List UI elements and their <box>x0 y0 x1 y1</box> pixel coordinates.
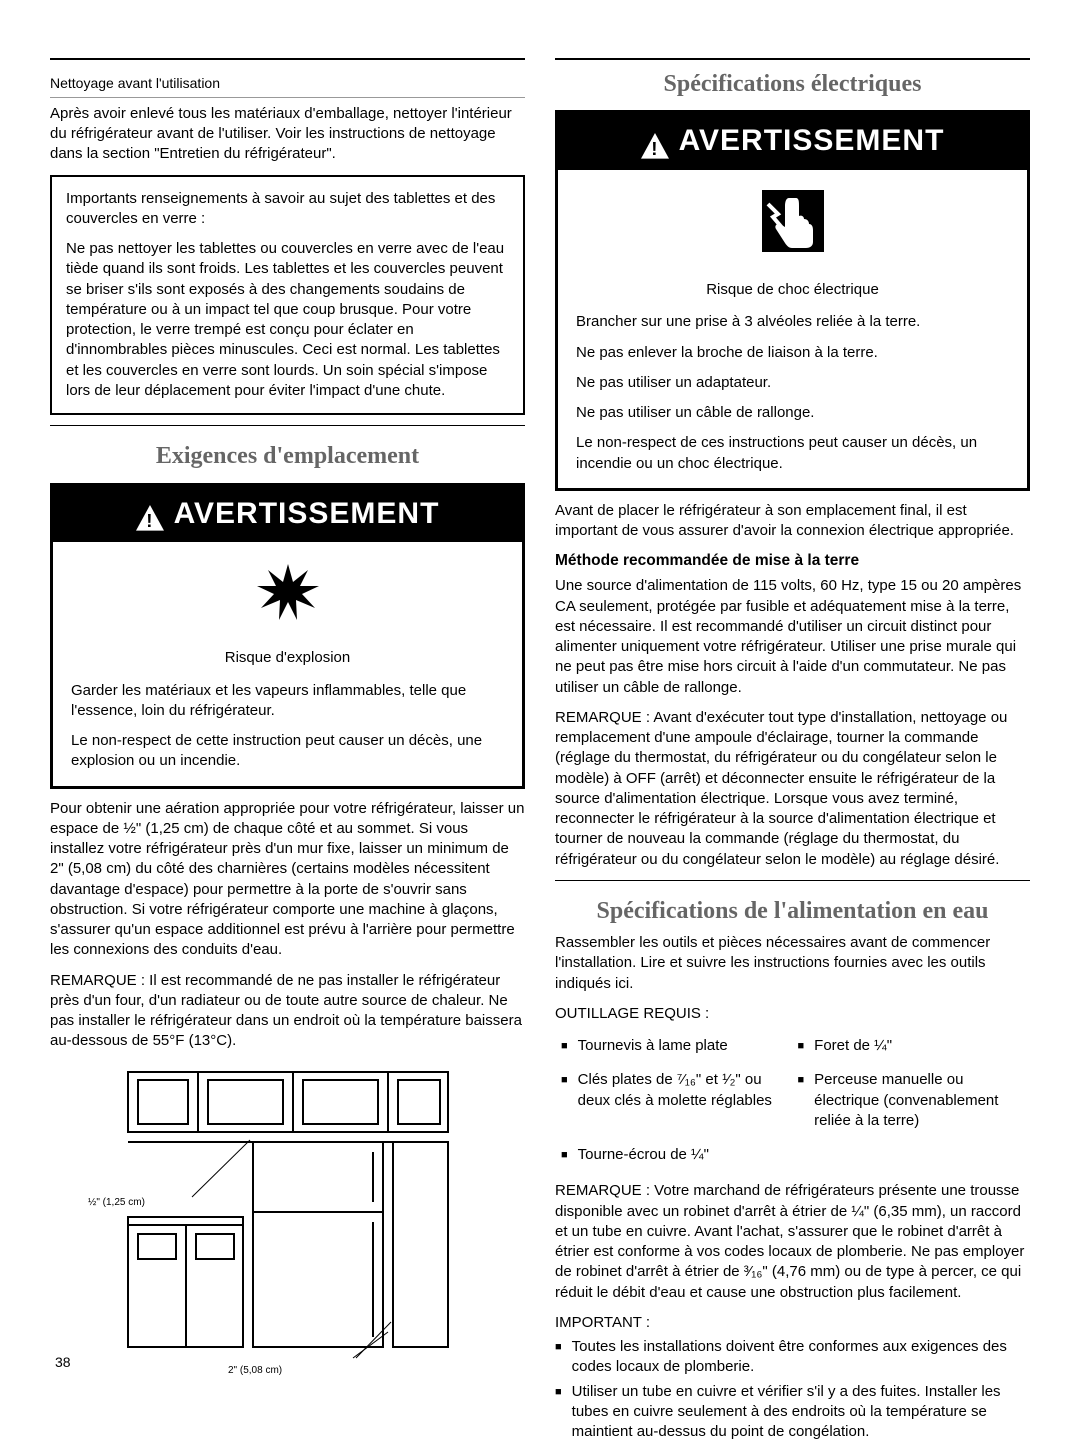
warn-line: Ne pas utiliser un adaptateur. <box>576 373 1009 393</box>
important-item: Toutes les installations doivent être co… <box>555 1337 1030 1378</box>
tools-label: OUTILLAGE REQUIS : <box>555 1004 1030 1024</box>
warning-label: AVERTISSEMENT <box>679 121 945 162</box>
rule <box>50 425 525 426</box>
electrical-heading: Spécifications électriques <box>555 68 1030 100</box>
elec-p1: Avant de placer le réfrigérateur à son e… <box>555 501 1030 542</box>
warning-body: Risque de choc électrique Brancher sur u… <box>558 280 1027 474</box>
water-p2: REMARQUE : Votre marchand de réfrigérate… <box>555 1181 1030 1303</box>
cleaning-subtitle: Nettoyage avant l'utilisation <box>50 68 525 98</box>
spacing-diagram: ½" (1,25 cm) 2" (5,08 cm) <box>50 1062 525 1368</box>
risk-line: Risque d'explosion <box>71 648 504 668</box>
warning-header: ! AVERTISSEMENT <box>558 113 1027 170</box>
warning-body: Risque d'explosion Garder les matériaux … <box>53 648 522 771</box>
warn-line: Le non-respect de ces instructions peut … <box>576 433 1009 474</box>
rule <box>555 880 1030 881</box>
right-column: Spécifications électriques ! AVERTISSEME… <box>555 50 1030 1446</box>
info-box-body: Ne pas nettoyer les tablettes ou couverc… <box>66 239 509 401</box>
tool-item: Tourne-écrou de ¼" <box>561 1145 788 1165</box>
warn-line: Ne pas enlever la broche de liaison à la… <box>576 343 1009 363</box>
rule <box>555 58 1030 60</box>
warn-line: Garder les matériaux et les vapeurs infl… <box>71 681 504 722</box>
rule <box>50 58 525 60</box>
important-item: Utiliser un tube en cuivre et vérifier s… <box>555 1382 1030 1443</box>
location-p2: REMARQUE : Il est recommandé de ne pas i… <box>50 971 525 1052</box>
warning-explosion: ! AVERTISSEMENT Risque d'explosion Garde… <box>50 483 525 789</box>
warn-line: Brancher sur une prise à 3 alvéoles reli… <box>576 312 1009 332</box>
tool-item: Tournevis à lame plate <box>561 1036 788 1056</box>
explosion-icon <box>53 542 522 640</box>
page-number: 38 <box>55 1353 71 1372</box>
elec-p2: Une source d'alimentation de 115 volts, … <box>555 576 1030 698</box>
warn-line: Ne pas utiliser un câble de rallonge. <box>576 403 1009 423</box>
risk-line: Risque de choc électrique <box>576 280 1009 300</box>
warning-label: AVERTISSEMENT <box>174 494 440 535</box>
diagram-label-bottom: 2" (5,08 cm) <box>228 1364 282 1378</box>
left-column: Nettoyage avant l'utilisation Après avoi… <box>50 50 525 1446</box>
warning-header: ! AVERTISSEMENT <box>53 486 522 543</box>
important-label: IMPORTANT : <box>555 1313 1030 1333</box>
tool-item: Clés plates de ⁷⁄₁₆" et ¹⁄₂" ou deux clé… <box>561 1070 788 1111</box>
location-p1: Pour obtenir une aération appropriée pou… <box>50 799 525 961</box>
tool-item: Perceuse manuelle ou électrique (convena… <box>798 1070 1025 1131</box>
info-box-title: Importants renseignements à savoir au su… <box>66 189 509 230</box>
glass-info-box: Importants renseignements à savoir au su… <box>50 175 525 416</box>
warn-line: Le non-respect de cette instruction peut… <box>71 731 504 772</box>
svg-text:!: ! <box>651 138 658 159</box>
warning-triangle-icon: ! <box>641 130 669 154</box>
shock-hand-icon <box>558 170 1027 272</box>
warning-triangle-icon: ! <box>136 502 164 526</box>
two-column-layout: Nettoyage avant l'utilisation Après avoi… <box>50 50 1030 1446</box>
cleaning-text: Après avoir enlevé tous les matériaux d'… <box>50 104 525 165</box>
tool-item: Foret de ¼" <box>798 1036 1025 1056</box>
grounding-method-title: Méthode recommandée de mise à la terre <box>555 551 1030 572</box>
tools-list: Tournevis à lame plate Foret de ¼" Clés … <box>555 1028 1030 1173</box>
elec-p3: REMARQUE : Avant d'exécuter tout type d'… <box>555 708 1030 870</box>
warning-shock: ! AVERTISSEMENT Risque de choc électriqu… <box>555 110 1030 491</box>
water-p1: Rassembler les outils et pièces nécessai… <box>555 933 1030 994</box>
diagram-label-top: ½" (1,25 cm) <box>88 1196 145 1210</box>
location-heading: Exigences d'emplacement <box>50 440 525 472</box>
svg-text:!: ! <box>146 510 153 531</box>
water-heading: Spécifications de l'alimentation en eau <box>555 895 1030 927</box>
